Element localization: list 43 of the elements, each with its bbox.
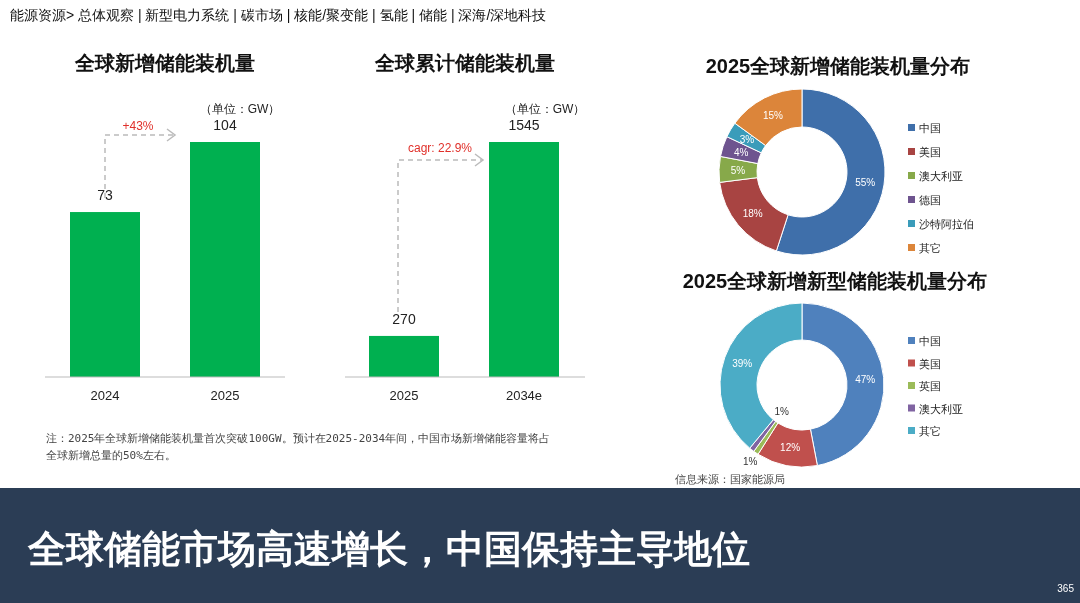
data-label: 1545 [508, 117, 540, 133]
text: 全球储能市场高速增长，中国保持主导地位 [27, 528, 750, 570]
chart-title: 全球累计储能装机量 [374, 52, 555, 74]
legend-label: 中国 [919, 335, 941, 347]
data-label: 270 [392, 310, 416, 327]
x-tick-label: 2025 [389, 388, 419, 403]
legend-label: 美国 [919, 146, 941, 158]
data-label: 1% [743, 456, 758, 468]
chart-title: 2025全球新增新型储能装机量分布 [682, 270, 988, 292]
data-label: 5% [730, 164, 746, 176]
x-tick-label: 2024 [90, 388, 120, 403]
chart-title: 全球新增储能装机量 [74, 52, 255, 74]
legend-label: 其它 [919, 242, 941, 254]
text: 能源资源> 总体观察 | 新型电力系统 | 碳市场 | 核能/聚变能 | 氢能 | 储能 | 深海/深地科技 [10, 7, 547, 23]
data-label: 104 [213, 117, 237, 133]
data-label: 47% [855, 374, 876, 386]
text: +43% [122, 119, 154, 133]
data-label: 18% [742, 207, 763, 219]
x-tick-label: 2034e [505, 388, 543, 403]
data-label: 3% [739, 134, 755, 146]
data-label: 39% [732, 358, 753, 370]
legend-label: 美国 [919, 357, 941, 370]
chart-title: 2025全球新增储能装机量分布 [705, 55, 971, 77]
annotation: cagr: 22.9% [407, 141, 473, 155]
data-label: 1% [774, 406, 790, 418]
x-tick-label: 2025 [210, 388, 240, 403]
data-label: 73 [97, 187, 113, 204]
text: 信息来源：国家能源局 [675, 473, 785, 486]
legend-label: 英国 [919, 380, 941, 392]
text: （单位：GW） [199, 102, 281, 116]
text: 365 [1057, 583, 1075, 594]
text: （单位：GW） [504, 102, 586, 116]
data-label: 12% [780, 442, 801, 454]
legend-label: 澳大利亚 [919, 402, 963, 415]
legend-label: 中国 [919, 122, 941, 134]
data-label: 4% [733, 147, 749, 159]
data-label: 55% [855, 177, 876, 189]
legend-label: 澳大利亚 [919, 170, 963, 182]
data-label: 15% [762, 109, 784, 121]
legend-label: 沙特阿拉伯 [919, 218, 974, 230]
legend-label: 德国 [919, 194, 941, 206]
text: 注：2025年全球新增储能装机量首次突破100GW。预计在2025-2034年间，中国市场新增储能容量将占全球新增总量的50%左右。 [46, 431, 552, 464]
legend-label: 其它 [919, 425, 941, 437]
